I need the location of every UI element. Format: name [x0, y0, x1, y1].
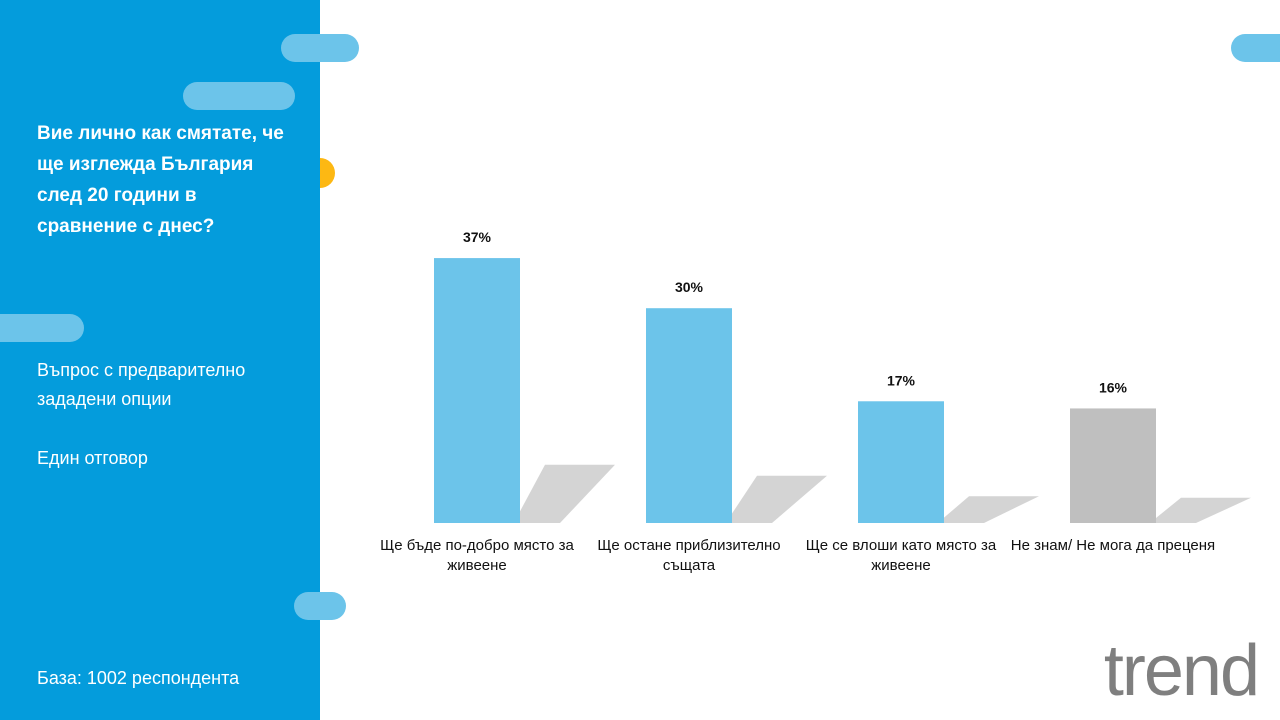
- sidebar: Вие лично как смятате, че ще изглежда Бъ…: [0, 0, 320, 720]
- bar: [858, 401, 944, 523]
- bar: [1070, 408, 1156, 523]
- base: База: 1002 респондента: [37, 668, 240, 688]
- value-label: 16%: [1099, 379, 1128, 395]
- category-label: Не знам/ Не мога да преценя: [1010, 537, 1216, 554]
- question: Вие лично как смятате, че ще изглежда Бъ…: [37, 123, 284, 237]
- decor-pill: [294, 592, 346, 620]
- note: Въпрос с предварително зададени опции: [37, 360, 246, 409]
- decor-pill: [1231, 34, 1280, 62]
- note: Един отговор: [37, 448, 148, 468]
- bar-shadow: [1156, 497, 1251, 523]
- bar: [434, 258, 520, 523]
- bar-shadow: [944, 496, 1039, 523]
- value-label: 30%: [675, 279, 704, 295]
- bar-shadow: [520, 464, 615, 523]
- logo: trend: [1103, 631, 1260, 711]
- category-label: Ще остане приблизително същата: [597, 537, 781, 574]
- decor-pill: [183, 82, 295, 110]
- category-label: Ще бъде по-добро място за живеене: [380, 537, 574, 574]
- value-label: 37%: [463, 229, 492, 245]
- bar-shadow: [732, 475, 827, 523]
- value-label: 17%: [887, 372, 916, 388]
- bar: [646, 308, 732, 523]
- decor-pill: [281, 34, 359, 62]
- decor-pill: [0, 314, 84, 342]
- category-label: Ще се влоши като място за живеене: [805, 537, 997, 574]
